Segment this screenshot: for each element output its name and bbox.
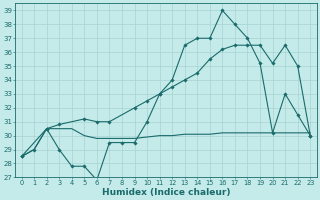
X-axis label: Humidex (Indice chaleur): Humidex (Indice chaleur) <box>102 188 230 197</box>
